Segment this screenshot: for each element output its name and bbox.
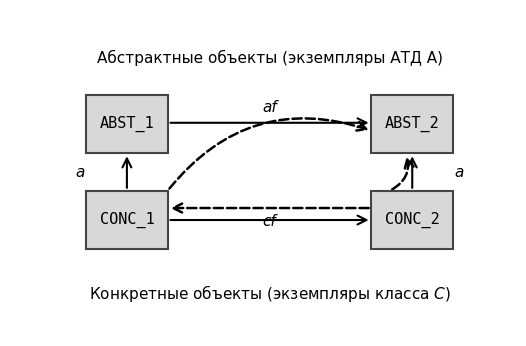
FancyBboxPatch shape bbox=[371, 191, 453, 249]
Text: Абстрактные объекты (экземпляры АТД А): Абстрактные объекты (экземпляры АТД А) bbox=[97, 49, 442, 66]
Text: a: a bbox=[75, 165, 85, 180]
Text: CONC_2: CONC_2 bbox=[385, 212, 440, 228]
Text: Конкретные объекты (экземпляры класса С): Конкретные объекты (экземпляры класса С) bbox=[0, 345, 1, 346]
Text: CONC_1: CONC_1 bbox=[99, 212, 154, 228]
FancyBboxPatch shape bbox=[371, 95, 453, 153]
Text: ABST_1: ABST_1 bbox=[99, 116, 154, 132]
FancyBboxPatch shape bbox=[86, 191, 168, 249]
FancyBboxPatch shape bbox=[86, 95, 168, 153]
Text: cf: cf bbox=[262, 214, 277, 229]
Text: af: af bbox=[262, 100, 277, 115]
Text: ABST_2: ABST_2 bbox=[385, 116, 440, 132]
Text: a: a bbox=[454, 165, 464, 180]
Text: Конкретные объекты (экземпляры класса $\it{C}$): Конкретные объекты (экземпляры класса $\… bbox=[89, 283, 450, 304]
Text: Конкретные объекты (экземпляры класса $\it{C}$): Конкретные объекты (экземпляры класса $\… bbox=[0, 345, 1, 346]
